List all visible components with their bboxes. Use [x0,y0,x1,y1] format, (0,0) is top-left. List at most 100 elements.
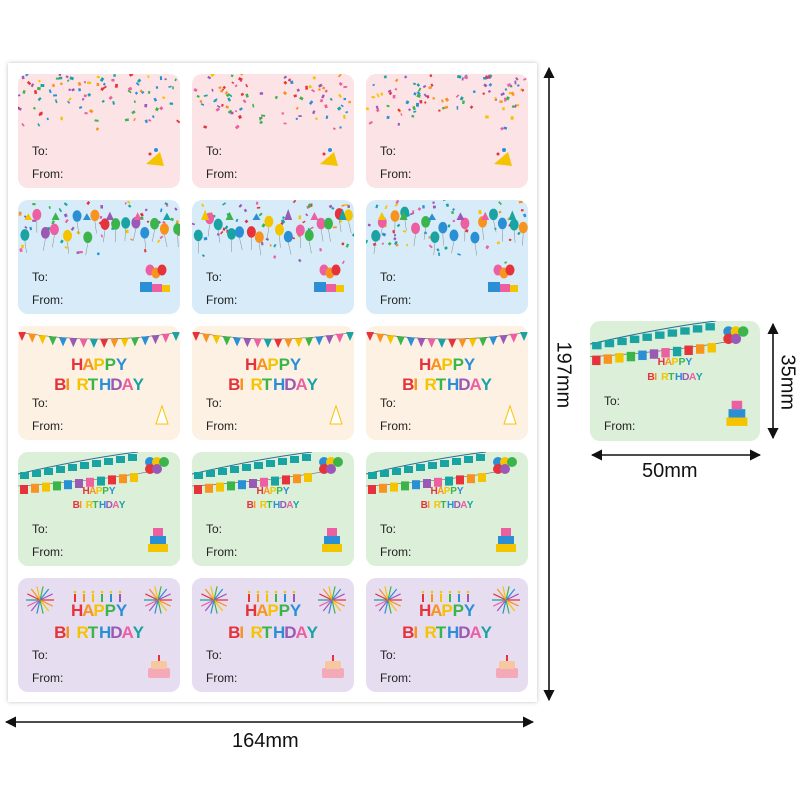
svg-text:A: A [295,623,307,642]
to-field-label: To: [380,648,397,662]
label-artwork [18,74,180,166]
svg-text:B: B [421,500,428,511]
to-field-label: To: [380,522,397,536]
svg-text:T: T [266,500,272,511]
label-artwork [192,200,354,292]
to-field-label: To: [32,648,49,662]
to-field-label: To: [380,396,397,410]
svg-text:P: P [672,357,679,368]
svg-text:P: P [105,355,116,374]
svg-text:H: H [71,355,83,374]
svg-text:A: A [256,355,268,374]
svg-text:D: D [110,375,122,394]
svg-text:I: I [65,375,70,394]
svg-text:A: A [430,355,442,374]
label-bunting-green: H A P P Y B I R T H D A Y To: From: [366,452,528,566]
svg-text:P: P [93,601,104,620]
svg-text:R: R [661,372,669,383]
svg-text:Y: Y [481,375,493,394]
to-field-label: To: [32,144,49,158]
svg-text:H: H [658,357,666,368]
svg-text:A: A [112,500,119,511]
svg-text:H: H [245,601,257,620]
svg-text:H: H [419,601,431,620]
svg-text:Y: Y [481,623,493,642]
label-fireworks-lavender: H A P P Y B I R T H D A Y To: From: [366,578,528,692]
svg-text:B: B [247,500,254,511]
svg-text:P: P [267,601,278,620]
svg-text:P: P [441,355,452,374]
from-field-label: From: [32,545,64,559]
sticker-sheet: To: From: To: From: To: From: To: From: To: From:… [8,63,537,702]
from-field-label: From: [32,671,64,685]
svg-text:H: H [99,623,111,642]
svg-text:T: T [262,375,273,394]
svg-text:H: H [257,486,264,497]
svg-text:A: A [286,500,293,511]
label-fireworks-lavender: H A P P Y B I R T H D A Y To: From: [192,578,354,692]
from-field-label: From: [206,419,238,433]
label-height-label: 35mm [776,354,799,411]
from-field-label: From: [380,293,412,307]
svg-text:R: R [425,375,437,394]
to-field-label: To: [32,522,49,536]
svg-text:H: H [431,486,438,497]
svg-text:T: T [88,375,99,394]
label-balloons-blue: To: From: [18,200,180,314]
svg-text:A: A [89,486,96,497]
svg-text:H: H [447,375,459,394]
svg-text:R: R [260,500,268,511]
from-field-label: From: [32,419,64,433]
from-field-label: From: [380,671,412,685]
svg-text:B: B [402,623,414,642]
to-field-label: To: [206,396,223,410]
svg-text:Y: Y [467,500,474,511]
svg-text:B: B [228,623,240,642]
svg-text:A: A [689,372,697,383]
svg-text:A: A [121,623,133,642]
svg-text:D: D [106,500,113,511]
svg-text:A: A [665,357,673,368]
svg-text:H: H [273,623,285,642]
svg-text:D: D [284,623,296,642]
svg-text:H: H [71,601,83,620]
svg-text:T: T [668,372,675,383]
svg-text:P: P [444,486,451,497]
label-bunting-green: H A P P Y B I R T H D A Y To: From: [192,452,354,566]
svg-text:Y: Y [696,372,703,383]
svg-text:R: R [434,500,442,511]
label-artwork [18,200,180,292]
svg-text:R: R [251,623,263,642]
svg-text:A: A [430,601,442,620]
svg-text:H: H [245,355,257,374]
to-field-label: To: [32,396,49,410]
svg-text:Y: Y [283,486,290,497]
svg-text:A: A [256,601,268,620]
label-bunting-cream: H A P P Y B I R T H D A Y To: From: [18,326,180,440]
svg-text:D: D [454,500,461,511]
svg-text:R: R [251,375,263,394]
svg-text:P: P [267,355,278,374]
svg-text:A: A [121,375,133,394]
svg-text:Y: Y [116,355,128,374]
label-artwork [366,200,528,292]
svg-text:Y: Y [290,601,302,620]
svg-text:B: B [54,623,66,642]
svg-text:D: D [110,623,122,642]
from-field-label: From: [380,545,412,559]
label-balloons-blue: To: From: [366,200,528,314]
to-field-label: To: [604,394,621,409]
svg-text:Y: Y [116,601,128,620]
label-artwork [193,74,352,166]
to-field-label: To: [380,144,397,158]
svg-text:Y: Y [290,355,302,374]
to-field-label: To: [206,270,223,284]
from-field-label: From: [206,167,238,181]
svg-text:I: I [413,623,418,642]
to-field-label: To: [32,270,49,284]
svg-text:Y: Y [307,375,319,394]
svg-text:D: D [682,372,690,383]
svg-text:R: R [425,623,437,642]
